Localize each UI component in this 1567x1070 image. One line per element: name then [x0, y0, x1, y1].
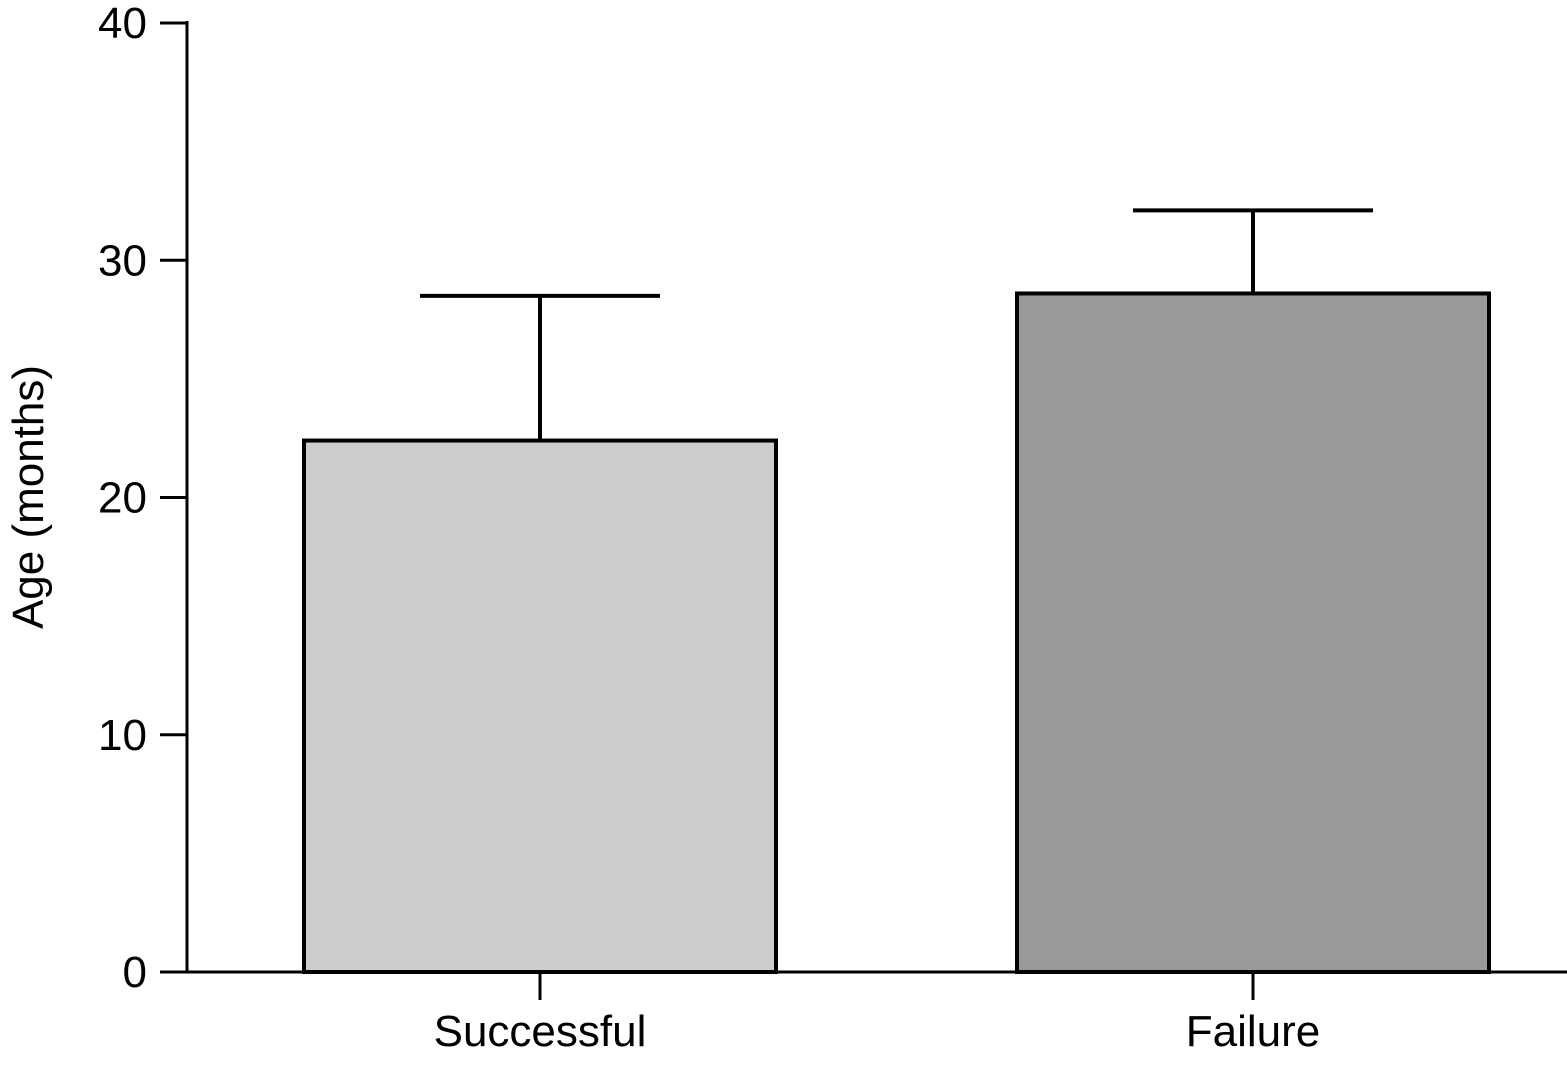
bars-layer — [302, 291, 1491, 974]
y-tick-label-20: 20 — [98, 474, 147, 523]
y-tick-label-10: 10 — [98, 711, 147, 760]
error-bars-layer — [420, 208, 1373, 441]
labels-layer: 0 10 20 30 40 Successful Failure — [98, 0, 1320, 1056]
y-tick-label-0: 0 — [123, 948, 147, 997]
bar-failure — [1015, 291, 1491, 974]
axes-layer — [160, 21, 1567, 1000]
x-tick-label-failure: Failure — [1186, 1007, 1321, 1056]
y-axis-title: Age (months) — [4, 365, 53, 629]
bar-successful — [302, 438, 778, 974]
x-tick-label-successful: Successful — [434, 1007, 647, 1056]
y-tick-label-40: 40 — [98, 0, 147, 48]
y-tick-label-30: 30 — [98, 236, 147, 285]
